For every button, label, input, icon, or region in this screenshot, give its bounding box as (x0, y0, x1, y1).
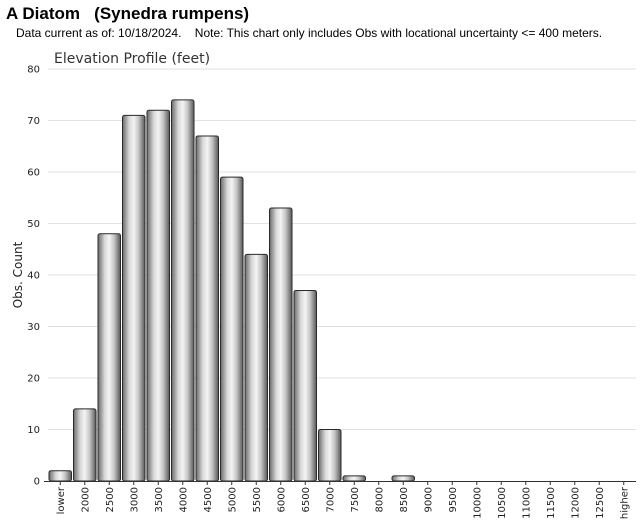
x-tick-label: 12000 (570, 487, 581, 519)
bar (48, 470, 72, 482)
x-tick-label: lower (56, 486, 67, 514)
x-tick-label: 8000 (374, 487, 385, 512)
x-tick-label: 2000 (80, 487, 91, 512)
x-tick-label: 6500 (301, 487, 312, 512)
bar (171, 99, 195, 482)
x-tick-label: 11000 (521, 487, 532, 519)
bar (97, 233, 121, 482)
bar (391, 475, 415, 482)
x-tick-label: 4000 (178, 487, 189, 512)
x-tick-label: 6000 (276, 487, 287, 512)
x-tick-label: 3000 (129, 487, 140, 512)
grid-lines (48, 68, 636, 430)
bar (73, 408, 97, 482)
x-tick-label: 7000 (325, 487, 336, 512)
x-tick-label: 12500 (595, 487, 606, 519)
x-tick-label: 10500 (497, 487, 508, 519)
bar (146, 109, 170, 482)
x-tick-label: 9500 (448, 487, 459, 512)
y-tick-label: 40 (27, 271, 40, 282)
bar (342, 475, 366, 482)
x-tick-label: 8500 (399, 487, 410, 512)
x-tick-label: 5000 (227, 487, 238, 512)
axes (44, 481, 636, 485)
x-tick-label: 2500 (105, 487, 116, 512)
x-tick-label: higher (619, 486, 630, 519)
y-tick-label: 0 (34, 477, 40, 488)
chart-title: Elevation Profile (feet) (54, 51, 210, 67)
page-subtitle: Data current as of: 10/18/2024. Note: Th… (16, 26, 603, 40)
y-tick-label: 30 (27, 322, 40, 333)
y-tick-label: 10 (27, 425, 40, 436)
y-tick-label: 20 (27, 374, 40, 385)
x-tick-label: 3500 (154, 487, 165, 512)
y-tick-label: 50 (27, 219, 40, 230)
bar (220, 176, 244, 482)
y-tick-label: 60 (27, 168, 40, 179)
x-tick-label: 5500 (252, 487, 263, 512)
x-tick-label: 9000 (423, 487, 434, 512)
y-tick-label: 80 (27, 65, 40, 76)
x-tick-label: 10000 (472, 487, 483, 519)
tick-labels: 0 10 20 30 40 50 60 70 80 lower 2000 2500 3000 3500 40… (27, 65, 630, 520)
y-tick-label: 70 (27, 116, 40, 127)
bar (195, 135, 219, 482)
x-tick-label: 7500 (350, 487, 361, 512)
x-tick-label: 4500 (203, 487, 214, 512)
bar (293, 289, 317, 482)
bar (269, 207, 293, 482)
bar (318, 429, 342, 482)
bar (244, 253, 268, 482)
bar (122, 114, 146, 482)
bars (48, 99, 415, 482)
x-tick-label: 11500 (546, 487, 557, 519)
y-axis-label: Obs. Count (11, 241, 25, 308)
page-title: A Diatom (Synedra rumpens) (6, 4, 250, 23)
